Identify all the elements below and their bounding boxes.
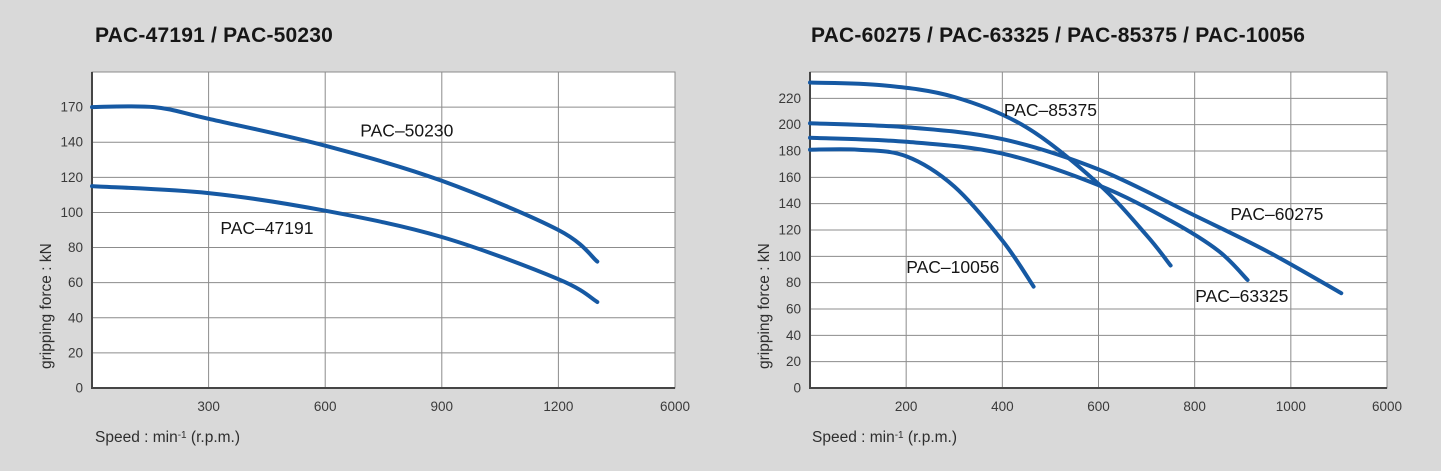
x-tick-label: 6000 <box>1372 399 1402 414</box>
y-tick-label: 80 <box>786 275 801 290</box>
y-tick-label: 140 <box>60 135 83 150</box>
series-label-pac-60275: PAC–60275 <box>1230 204 1323 224</box>
series-curve-pac-50230 <box>90 104 600 264</box>
series-label-pac-85375: PAC–85375 <box>1004 100 1097 120</box>
series-curve-pac-10056 <box>808 147 1036 289</box>
y-tick-label: 40 <box>786 328 801 343</box>
series-label-pac-50230: PAC–50230 <box>360 121 453 141</box>
y-tick-label: 140 <box>778 196 801 211</box>
x-tick-label: 1000 <box>1276 399 1306 414</box>
x-tick-label: 6000 <box>660 399 690 414</box>
x-tick-label: 400 <box>991 399 1014 414</box>
y-tick-label: 160 <box>778 170 801 185</box>
x-axis-label-unit: (r.p.m.) <box>903 429 958 446</box>
x-axis-label-text: Speed : min <box>95 429 178 446</box>
y-tick-label: 40 <box>68 310 83 325</box>
chart-title-left: PAC-47191 / PAC-50230 <box>95 24 334 47</box>
superscript-minus-one: -1 <box>177 430 187 441</box>
x-tick-label: 600 <box>1087 399 1110 414</box>
x-tick-label: 1200 <box>543 399 573 414</box>
x-tick-label: 200 <box>895 399 918 414</box>
x-axis-label-text: Speed : min <box>812 429 895 446</box>
x-axis-label-right: Speed : min-1 (r.p.m.) <box>812 429 957 447</box>
y-tick-label: 60 <box>68 275 83 290</box>
plot-area-right: 200 400 600 800 1000 600022020018016014012010… <box>778 71 1402 414</box>
plot-background <box>92 72 675 388</box>
series-curve-pac-85375 <box>808 80 1173 268</box>
series-curve-pac-63325 <box>808 135 1250 282</box>
y-tick-label: 0 <box>793 381 801 396</box>
series-label-pac-63325: PAC–63325 <box>1195 286 1288 306</box>
superscript-minus-one: -1 <box>894 430 904 441</box>
y-tick-label: 220 <box>778 91 801 106</box>
y-tick-label: 20 <box>68 345 83 360</box>
y-tick-label: 180 <box>778 144 801 159</box>
y-tick-label: 0 <box>75 381 83 396</box>
x-tick-label: 600 <box>314 399 337 414</box>
y-tick-label: 100 <box>778 249 801 264</box>
y-tick-label: 170 <box>60 100 83 115</box>
x-axis-label-left: Speed : min-1 (r.p.m.) <box>95 429 240 447</box>
x-tick-label: 900 <box>431 399 454 414</box>
x-tick-label: 800 <box>1183 399 1206 414</box>
y-tick-label: 60 <box>786 302 801 317</box>
series-label-pac-47191: PAC–47191 <box>220 218 313 238</box>
y-tick-label: 20 <box>786 354 801 369</box>
y-tick-label: 120 <box>60 170 83 185</box>
y-tick-label: 100 <box>60 205 83 220</box>
series-curve-pac-60275 <box>808 121 1344 296</box>
series-curve-pac-47191 <box>90 184 600 304</box>
chart-title-right: PAC-60275 / PAC-63325 / PAC-85375 / PAC-… <box>811 24 1306 47</box>
x-axis-label-unit: (r.p.m.) <box>186 429 241 446</box>
y-tick-label: 120 <box>778 223 801 238</box>
x-tick-label: 300 <box>197 399 220 414</box>
plot-area-left: 300 600 900 1200 6000 170 140 120 100 80 60 40 20 0 PA… <box>60 71 690 414</box>
y-tick-label: 200 <box>778 117 801 132</box>
series-label-pac-10056: PAC–10056 <box>906 257 999 277</box>
y-tick-label: 80 <box>68 240 83 255</box>
